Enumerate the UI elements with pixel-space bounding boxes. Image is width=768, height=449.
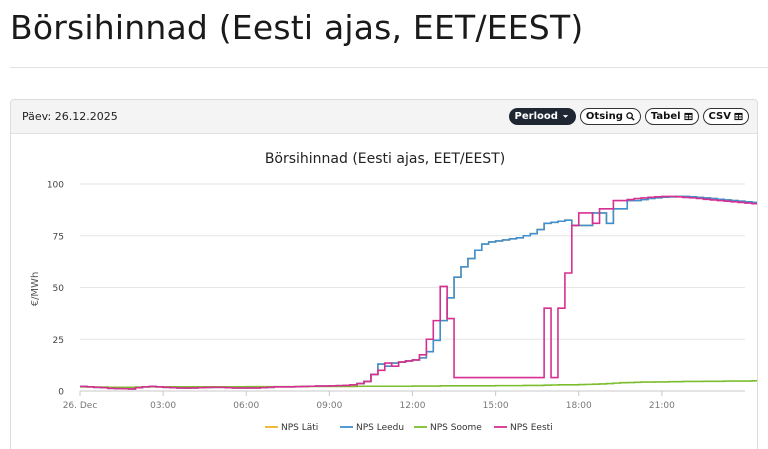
table-button-label: Tabel — [650, 111, 681, 122]
csv-button[interactable]: CSV — [702, 108, 749, 125]
period-button[interactable]: Perlood — [508, 108, 576, 125]
y-tick-label: 50 — [53, 284, 65, 294]
date-label: Päev: 26.12.2025 — [22, 110, 118, 123]
search-button-label: Otsing — [585, 111, 623, 122]
chart-panel: Päev: 26.12.2025 Perlood Otsing Tabel CS… — [10, 99, 758, 449]
legend-item[interactable]: NPS Eesti — [510, 423, 553, 433]
y-axis-label: €/MWh — [30, 272, 41, 307]
y-tick-label: 100 — [47, 181, 64, 191]
search-button[interactable]: Otsing — [579, 108, 641, 125]
period-button-label: Perlood — [514, 111, 558, 122]
page-title: Börsihinnad (Eesti ajas, EET/EEST) — [10, 8, 584, 47]
series-line-3 — [80, 380, 757, 389]
x-tick-label: 15:00 — [483, 401, 509, 411]
panel-header: Päev: 26.12.2025 Perlood Otsing Tabel CS… — [11, 100, 757, 134]
legend-item[interactable]: NPS Leedu — [356, 423, 404, 433]
x-tick-label: 18:00 — [566, 401, 592, 411]
price-chart: Börsihinnad (Eesti ajas, EET/EEST) 0 25 50… — [30, 151, 757, 433]
x-tick-label: 06:00 — [233, 401, 259, 411]
csv-button-label: CSV — [708, 111, 731, 122]
x-tick-label: 26. Dec — [63, 401, 98, 411]
table-icon — [683, 112, 693, 121]
search-icon — [626, 112, 635, 121]
chart-area: Börsihinnad (Eesti ajas, EET/EEST) 0 25 50… — [11, 135, 757, 449]
y-tick-label: 0 — [58, 388, 64, 398]
x-tick-label: 12:00 — [400, 401, 426, 411]
chevron-down-icon — [562, 115, 569, 118]
y-tick-label: 25 — [53, 336, 64, 346]
series-line-4 — [80, 195, 757, 390]
x-tick-label: 09:00 — [316, 401, 342, 411]
chart-toolbar: Perlood Otsing Tabel CSV — [508, 108, 749, 125]
table-icon — [734, 112, 743, 121]
title-divider — [10, 67, 768, 68]
x-tick-label: 21:00 — [649, 401, 675, 411]
legend-item[interactable]: NPS Soome — [430, 423, 482, 433]
table-button[interactable]: Tabel — [644, 108, 699, 125]
x-tick-label: 03:00 — [150, 401, 176, 411]
chart-title: Börsihinnad (Eesti ajas, EET/EEST) — [265, 151, 505, 167]
y-tick-label: 75 — [53, 232, 64, 242]
legend-item[interactable]: NPS Läti — [281, 423, 318, 433]
